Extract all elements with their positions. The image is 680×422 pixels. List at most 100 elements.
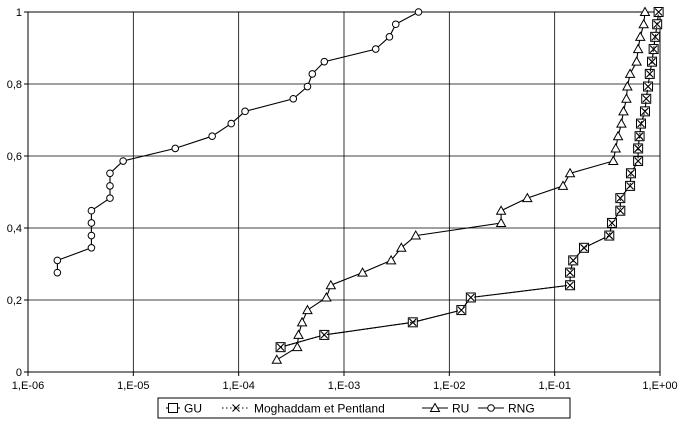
data-point-ru: [410, 230, 422, 240]
x-tick-label: 1,E-02: [433, 380, 465, 392]
data-point-ru: [302, 304, 313, 315]
data-point-moghaddam-et-pentland: [637, 119, 645, 128]
series-line-rng: [56, 11, 419, 273]
data-point-moghaddam-et-pentland: [616, 206, 625, 215]
data-point-moghaddam-et-pentland: [651, 32, 660, 41]
data-point-rng: [87, 244, 96, 252]
legend-label: RNG: [508, 402, 535, 416]
legend: GU Moghaddam et Pentland RU RNG: [157, 397, 571, 419]
x-tick-label: 1,E-03: [328, 380, 360, 392]
data-point-rng: [208, 132, 216, 140]
data-point-rng: [87, 219, 96, 227]
legend-marker: [487, 404, 495, 412]
data-point-rng: [289, 94, 298, 103]
data-point-ru: [495, 205, 507, 215]
y-tick-label: 0: [16, 367, 22, 379]
data-point-ru: [631, 56, 642, 66]
data-point-moghaddam-et-pentland: [634, 157, 643, 165]
series-ru: [271, 6, 651, 364]
data-point-moghaddam-et-pentland: [616, 194, 625, 203]
data-point-ru: [557, 180, 569, 190]
data-point-ru: [616, 118, 627, 128]
data-point-rng: [227, 119, 236, 128]
data-point-rng: [320, 57, 329, 66]
legend-box: [157, 397, 571, 419]
data-point-moghaddam-et-pentland: [642, 94, 651, 103]
data-point-rng: [391, 20, 400, 29]
data-point-rng: [414, 8, 423, 16]
data-point-moghaddam-et-pentland: [627, 169, 635, 178]
legend-label: Moghaddam et Pentland: [254, 402, 385, 416]
data-point-ru: [395, 242, 407, 252]
gridlines: [27, 11, 661, 373]
y-tick-label: 1: [16, 7, 22, 19]
data-point-rng: [303, 82, 312, 91]
data-point-ru: [357, 267, 368, 277]
x-tick-label: 1,E-06: [12, 380, 44, 392]
data-point-ru: [495, 217, 507, 227]
data-point-moghaddam-et-pentland: [466, 293, 475, 302]
data-point-ru: [638, 18, 650, 29]
data-point-moghaddam-et-pentland: [641, 107, 649, 116]
data-point-ru: [621, 93, 632, 103]
data-point-moghaddam-et-pentland: [635, 132, 644, 141]
x-tick-label: 1,E-04: [222, 380, 254, 392]
data-point-ru: [521, 192, 533, 203]
data-point-moghaddam-et-pentland: [320, 331, 329, 339]
data-point-ru: [624, 68, 636, 78]
series: [53, 6, 664, 364]
data-point-moghaddam-et-pentland: [634, 144, 643, 153]
data-point-moghaddam-et-pentland: [408, 318, 417, 327]
data-point-moghaddam-et-pentland: [566, 268, 574, 277]
data-point-rng: [53, 256, 62, 265]
data-point-rng: [106, 194, 114, 202]
data-point-moghaddam-et-pentland: [653, 20, 662, 29]
x-tick-label: 1,E-01: [538, 380, 570, 392]
data-point-ru: [610, 142, 622, 153]
data-point-rng: [87, 206, 96, 215]
legend-item-moghaddam-et-pentland: Moghaddam et Pentland: [222, 402, 385, 416]
legend-marker: [232, 404, 240, 412]
data-point-ru: [325, 279, 337, 290]
data-point-moghaddam-et-pentland: [654, 8, 663, 16]
data-point-rng: [308, 70, 317, 78]
y-tick-label: 0,8: [7, 79, 22, 91]
y-tick-label: 0,2: [7, 295, 22, 307]
legend-marker: [429, 402, 441, 412]
data-point-rng: [53, 268, 62, 277]
data-point-rng: [171, 144, 180, 153]
series-rng: [53, 8, 423, 277]
data-point-ru: [385, 254, 397, 265]
legend-marker: [168, 403, 178, 413]
axes: 0 0,2 0,4 0,6 0,8 1 1,E-06 1,E-05 1,E-04 1,E-03 1,…: [7, 7, 678, 392]
data-point-moghaddam-et-pentland: [566, 281, 574, 290]
data-point-rng: [119, 157, 127, 165]
data-point-rng: [241, 107, 249, 116]
data-point-moghaddam-et-pentland: [608, 219, 616, 227]
data-point-ru: [291, 341, 303, 352]
data-point-moghaddam-et-pentland: [645, 70, 654, 78]
data-point-moghaddam-et-pentland: [580, 243, 588, 252]
y-tick-label: 0,4: [7, 223, 22, 235]
x-tick-label: 1,E+00: [642, 380, 677, 392]
legend-item-gu: GU: [166, 402, 202, 416]
data-point-ru: [634, 31, 646, 41]
legend-label: RU: [452, 402, 469, 416]
data-point-ru: [607, 155, 619, 166]
y-tick-label: 0,6: [7, 151, 22, 163]
data-point-rng: [106, 169, 114, 178]
data-point-moghaddam-et-pentland: [644, 82, 652, 91]
series-moghaddam-et-pentland: [276, 8, 663, 352]
legend-item-rng: RNG: [478, 402, 535, 416]
data-point-rng: [106, 182, 114, 190]
data-point-moghaddam-et-pentland: [457, 306, 466, 314]
data-point-ru: [632, 43, 644, 54]
data-point-moghaddam-et-pentland: [569, 256, 578, 265]
data-point-ru: [622, 81, 633, 91]
data-point-ru: [296, 316, 308, 327]
data-point-moghaddam-et-pentland: [626, 181, 634, 190]
legend-label: GU: [184, 402, 202, 416]
data-point-ru: [564, 167, 576, 178]
data-point-ru: [612, 130, 624, 141]
